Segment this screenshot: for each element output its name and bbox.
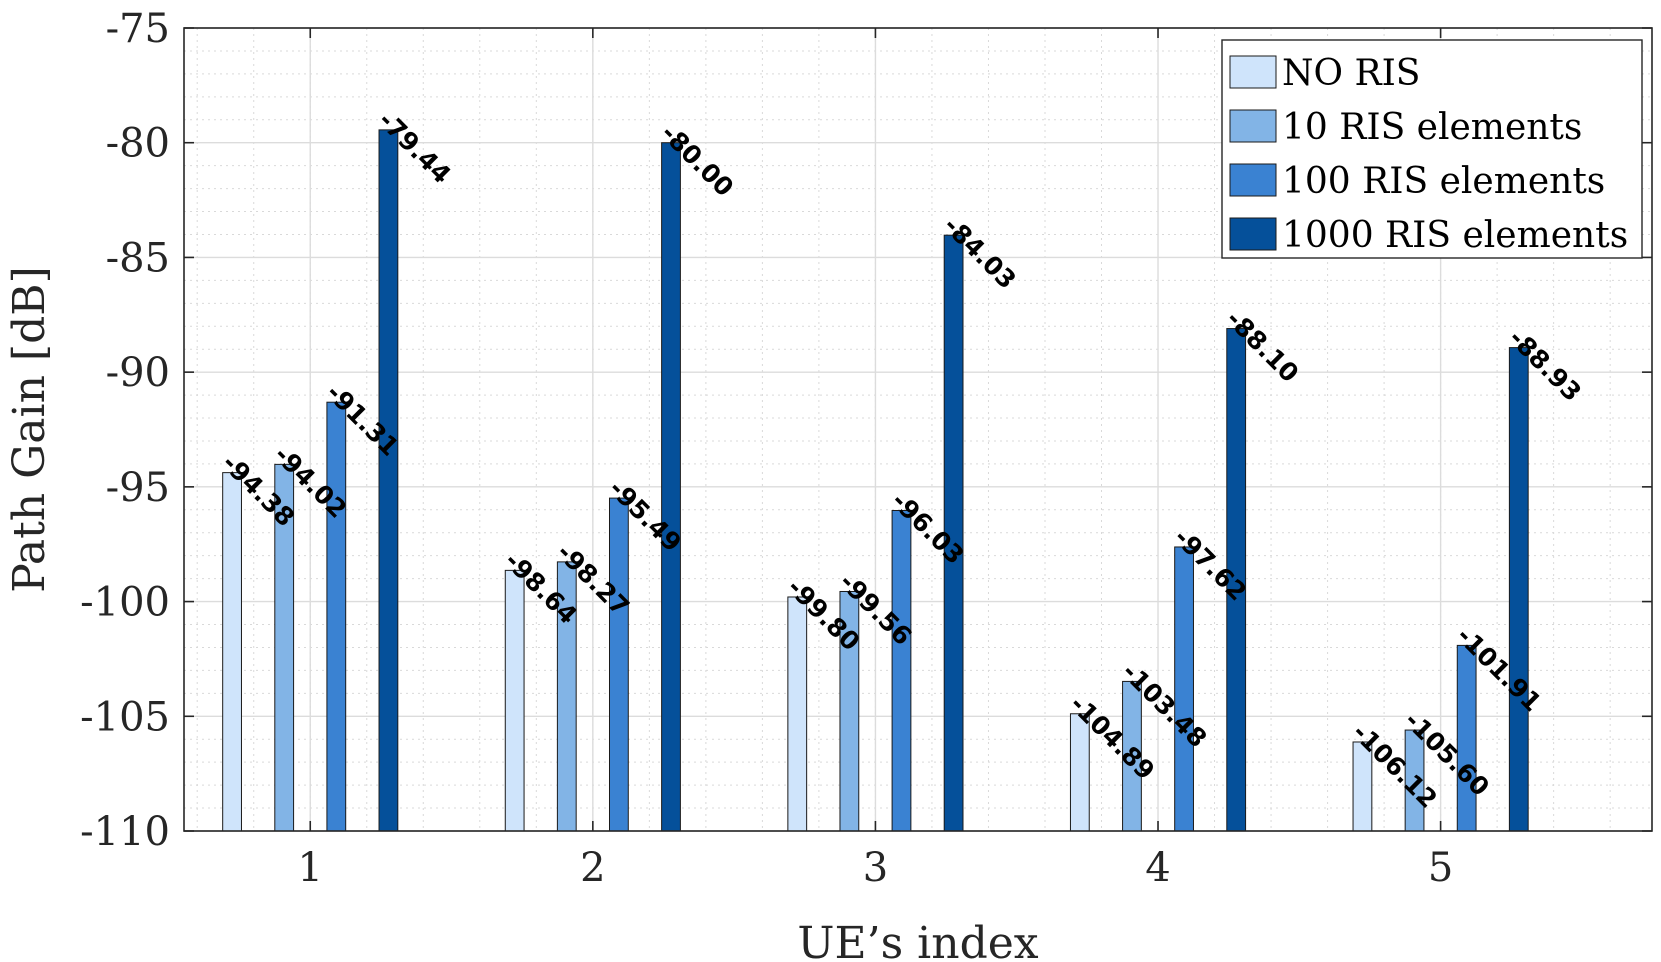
x-tick-label: 5: [1428, 845, 1453, 891]
legend-entry: 100 RIS elements: [1282, 161, 1605, 202]
legend-swatch: [1229, 163, 1277, 197]
legend-swatch: [1229, 55, 1277, 89]
y-tick-label: -90: [106, 350, 170, 396]
x-tick-label: 3: [863, 845, 888, 891]
plot-area-frame: [183, 27, 1653, 832]
legend-swatch: [1229, 217, 1277, 251]
y-tick-label: -75: [106, 6, 170, 52]
bar-series-group: [222, 129, 1529, 832]
bar: [378, 129, 399, 832]
legend-entry: NO RIS: [1282, 53, 1420, 94]
legend-box: [1221, 39, 1643, 259]
legend-entry: 10 RIS elements: [1282, 107, 1582, 148]
bar: [326, 401, 347, 832]
bar: [504, 569, 525, 832]
axis-ticks: -75 -80 -85 -90 -95 -100 -105 -110 1 2 3 4 5: [80, 6, 1652, 891]
x-tick-label: 4: [1145, 845, 1170, 891]
legend: NO RIS 10 RIS elements 100 RIS elements 100…: [1221, 39, 1643, 259]
y-tick-label: -85: [106, 235, 170, 281]
y-tick-label: -105: [80, 694, 170, 740]
x-axis-title: UE’s index: [797, 918, 1038, 962]
x-tick-label: 2: [580, 845, 605, 891]
bar: [222, 472, 242, 832]
legend-swatch: [1229, 109, 1277, 143]
legend-entry: 1000 RIS elements: [1282, 215, 1628, 256]
x-tick-label: 1: [298, 845, 323, 891]
bar: [1508, 347, 1529, 832]
bar: [891, 509, 912, 832]
bar: [661, 142, 681, 832]
y-tick-label: -95: [106, 465, 170, 511]
y-tick-label: -110: [80, 809, 170, 855]
y-axis-title: Path Gain [dB]: [4, 266, 55, 592]
bar: [608, 497, 629, 832]
y-tick-label: -80: [106, 121, 170, 167]
bar: [1456, 644, 1477, 832]
bar: [787, 596, 808, 832]
y-tick-label: -100: [80, 580, 170, 626]
bar: [1174, 546, 1194, 832]
